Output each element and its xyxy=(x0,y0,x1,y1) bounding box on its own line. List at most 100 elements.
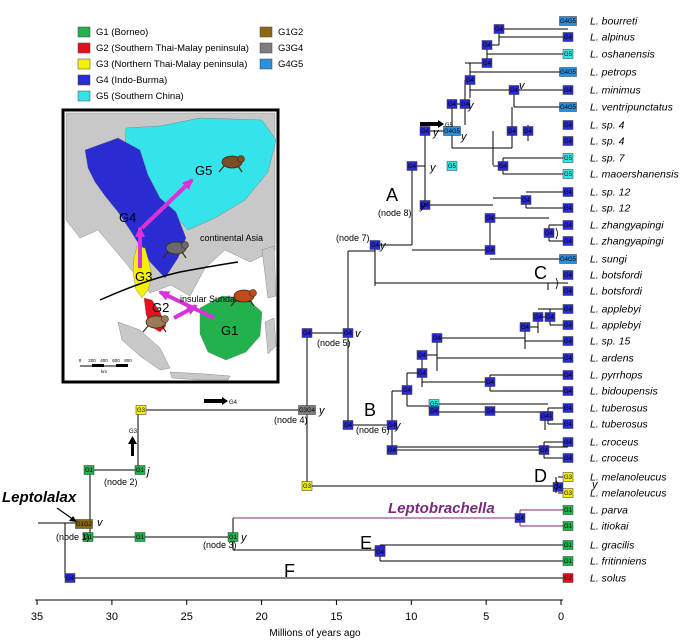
node-area-box xyxy=(459,99,471,109)
node-label: (node 5) xyxy=(317,338,351,348)
tip-area-box xyxy=(562,437,574,447)
node-area-box xyxy=(464,75,476,85)
node-area-box-label: G4 xyxy=(344,423,353,429)
tip-area-box-label: G1 xyxy=(564,508,573,514)
node-area-box-label: G4 xyxy=(516,516,525,522)
tip-area-box-label: G4G5 xyxy=(560,70,577,76)
tip-label: L. petrops xyxy=(590,67,637,79)
node-area-box xyxy=(416,368,428,378)
node-label: (node 4) xyxy=(274,415,308,425)
tip-area-box xyxy=(559,67,577,77)
map-scale-segment xyxy=(116,364,128,367)
node-area-box-label: G4 xyxy=(545,231,554,237)
tip-area-box xyxy=(562,453,574,463)
node-area-box xyxy=(514,513,526,523)
node-area-box xyxy=(416,350,428,360)
tip-area-box xyxy=(562,236,574,246)
axis-title: Millions of years ago xyxy=(269,628,361,639)
map-region-label: G1 xyxy=(221,323,238,338)
map-scale-tick: 600 xyxy=(112,358,120,363)
node-area-box-label: G1G2 xyxy=(76,522,93,528)
tip-area-box xyxy=(562,353,574,363)
tip-area-box xyxy=(562,32,574,42)
tip-area-box xyxy=(559,102,577,112)
node-area-box xyxy=(374,547,386,557)
tip-area-box-label: G4 xyxy=(564,406,573,412)
clade-letter: F xyxy=(284,561,295,581)
tip-area-box-label: G4 xyxy=(564,422,573,428)
node-area-box-label: G4 xyxy=(376,550,385,556)
clade-letter: B xyxy=(364,400,376,420)
map-arrow-g4-to-g5 xyxy=(140,178,194,230)
node-area-box-label: G4 xyxy=(421,129,430,135)
legend-label: G4G5 xyxy=(278,59,303,70)
node-area-box-label: G4 xyxy=(541,414,550,420)
event-mark: y xyxy=(318,405,326,417)
tip-area-box xyxy=(562,403,574,413)
event-mark: y xyxy=(429,162,437,174)
map-scale-tick: 400 xyxy=(100,358,108,363)
event-mark: j xyxy=(145,466,150,478)
tip-area-box-label: G1 xyxy=(564,524,573,530)
node-area-box-label: G3 xyxy=(137,408,146,414)
tip-area-box-label: G4 xyxy=(564,88,573,94)
tip-area-box xyxy=(562,419,574,429)
tip-brace xyxy=(555,479,558,491)
legend-swatch xyxy=(77,42,91,54)
tip-label: L. maoershanensis xyxy=(590,169,679,181)
node-area-box-label: G3G4 xyxy=(299,408,316,414)
tip-area-box-label: G4 xyxy=(564,389,573,395)
dispersal-label-g3: G3 xyxy=(129,429,138,435)
clade-letter: C xyxy=(534,263,547,283)
tip-label: L. ventripunctatus xyxy=(590,102,674,114)
node-area-box-label: G4 xyxy=(521,325,530,331)
clade-letter: E xyxy=(360,533,372,553)
node-area-box xyxy=(369,240,381,250)
dispersal-label-g5: G5 xyxy=(445,123,454,129)
node-area-box-label: G4 xyxy=(483,43,492,49)
node-area-box xyxy=(493,24,505,34)
map-scale-segment xyxy=(92,364,104,367)
node-area-box xyxy=(301,328,313,338)
tip-label: L. tuberosus xyxy=(590,403,649,415)
frog-icon-g5-head xyxy=(237,155,245,163)
tip-label: L. tuberosus xyxy=(590,419,649,431)
tip-area-box-label: G5 xyxy=(564,172,573,178)
node-area-box xyxy=(406,161,418,171)
legend-label: G3G4 xyxy=(278,43,303,54)
tip-area-box-label: G4 xyxy=(564,35,573,41)
node-area-box-label: G4 xyxy=(524,129,533,135)
tip-label: L. fritinniens xyxy=(590,556,647,568)
node-area-box xyxy=(508,85,520,95)
event-mark: v xyxy=(97,517,104,529)
axis-tick-label: 10 xyxy=(405,611,417,623)
tip-area-box xyxy=(562,488,574,498)
tip-label: L. minimus xyxy=(590,85,642,97)
tip-area-box-label: G4 xyxy=(564,289,573,295)
tip-area-box-label: G4 xyxy=(564,373,573,379)
area-legend: G1 (Borneo) G2 (Southern Thai-Malay penin… xyxy=(77,26,303,102)
frog-icon-g1-head xyxy=(249,289,257,297)
node-area-box-label: G4 xyxy=(418,371,427,377)
tip-label: L. alpinus xyxy=(590,32,636,44)
node-area-box xyxy=(298,405,316,415)
node-area-box-label: G4 xyxy=(540,448,549,454)
genus-label-leptolalax: Leptolalax xyxy=(2,489,77,506)
node-area-box xyxy=(342,420,354,430)
tip-label: L. sp. 7 xyxy=(590,153,626,165)
tip-label: L. ardens xyxy=(590,353,635,365)
node-label: (node 2) xyxy=(104,477,138,487)
node-area-box-label: G4 xyxy=(486,216,495,222)
node-area-box-label: G4 xyxy=(344,331,353,337)
tip-area-box-label: G1 xyxy=(564,559,573,565)
tip-area-box xyxy=(562,85,574,95)
tip-label: L. botsfordi xyxy=(590,270,643,282)
node-area-box-label: G4 xyxy=(403,388,412,394)
tip-area-box xyxy=(562,270,574,280)
tip-label: L. bourreti xyxy=(590,16,638,28)
node-area-box xyxy=(538,445,550,455)
node-area-box xyxy=(134,465,146,475)
tip-area-box-label: G4 xyxy=(564,307,573,313)
map-arrow-g3-to-g4-head xyxy=(135,226,145,237)
axis-tick-label: 35 xyxy=(31,611,43,623)
